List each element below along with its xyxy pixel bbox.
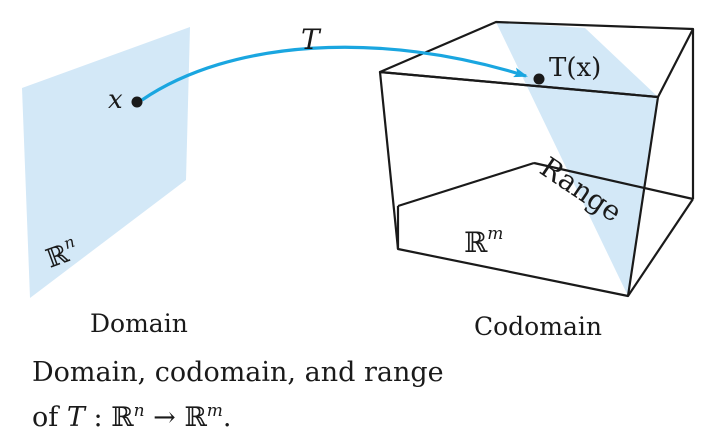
codomain-label: Codomain	[474, 312, 602, 341]
codomain-space-label: ℝm	[464, 224, 503, 259]
figure-caption: Domain, codomain, and range of T : ℝn → …	[32, 354, 444, 437]
point-tx-label: T(x)	[549, 53, 601, 83]
domain-codomain-diagram: T x T(x) ℝn ℝm Range Domain Codomain	[22, 20, 695, 341]
domain-label: Domain	[90, 309, 188, 338]
caption-map-symbol: T	[66, 402, 85, 433]
caption-line-2: of T : ℝn → ℝm.	[32, 392, 444, 437]
mapping-arrow	[141, 45, 528, 102]
caption-codomain-space: ℝ	[184, 402, 207, 433]
point-tx-dot	[533, 73, 545, 85]
caption-codomain-exp: m	[206, 401, 223, 421]
range-plane	[496, 22, 658, 296]
point-x-dot	[131, 96, 143, 108]
caption-colon: :	[84, 402, 112, 433]
map-label: T	[301, 23, 322, 56]
caption-line-1: Domain, codomain, and range	[32, 357, 444, 388]
caption-prefix: of	[32, 402, 67, 433]
caption-domain-exp: n	[133, 401, 145, 421]
point-x-label: x	[108, 85, 123, 115]
codomain-cube	[378, 20, 695, 298]
caption-arrow: →	[144, 402, 185, 433]
caption-period: .	[222, 402, 232, 433]
caption-domain-space: ℝ	[111, 402, 134, 433]
